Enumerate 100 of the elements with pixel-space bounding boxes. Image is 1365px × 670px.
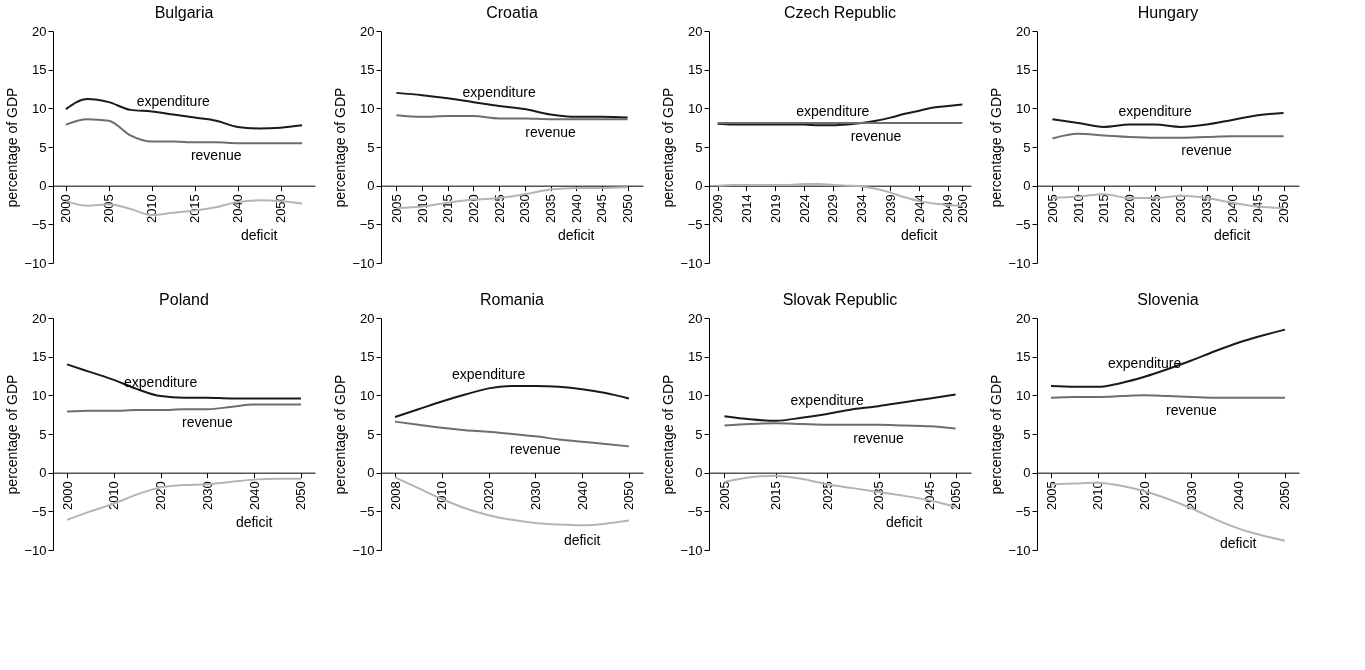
y-tick-label: 0 [367,178,375,194]
y-axis-title: percentage of GDP [4,374,21,495]
x-tick-label: 2030 [1183,481,1199,511]
y-tick-label: 15 [1016,62,1031,78]
y-tick-label: 5 [1023,139,1031,155]
x-tick-label: 2009 [710,194,726,224]
x-tick-label: 2044 [911,194,927,224]
series-label: revenue [182,414,233,431]
x-tick-label: 2035 [1199,194,1215,224]
y-tick-label: 5 [695,426,703,442]
x-tick-label: 2008 [387,481,403,511]
x-tick-label: 2030 [527,481,543,511]
y-tick-label: 5 [695,139,703,155]
y-tick-label: −10 [352,542,375,558]
x-tick-label: 2030 [517,194,533,224]
series-label: deficit [563,532,601,549]
y-tick-label: 10 [360,100,375,116]
x-tick-label: 2040 [230,194,246,224]
line-series [394,420,630,448]
series-label: revenue [525,124,577,141]
x-tick-label: 2015 [768,481,784,511]
x-tick-label: 2015 [440,194,456,224]
x-tick-label: 2005 [388,194,404,224]
y-tick-label: 5 [39,139,47,155]
series-label: expenditure [136,92,211,109]
x-tick-label: 2050 [948,481,964,511]
x-tick-label: 2010 [414,194,430,224]
x-tick-label: 2030 [199,481,215,511]
x-tick-label: 2045 [1250,194,1266,224]
line-series [723,393,957,422]
y-tick-label: 20 [32,310,47,326]
series-label: expenditure [124,374,198,391]
line-series [394,385,630,418]
x-tick-label: 2005 [716,481,732,511]
x-tick-label: 2050 [621,481,637,511]
y-tick-label: 0 [39,465,47,481]
x-tick-label: 2050 [293,481,309,511]
y-tick-label: −5 [687,503,703,519]
y-tick-label: 5 [1023,426,1031,442]
y-tick-label: 5 [39,426,47,442]
y-tick-label: 20 [1016,23,1031,39]
y-tick-label: −10 [24,255,47,271]
y-tick-label: −10 [1008,255,1031,271]
y-tick-label: 15 [688,349,703,365]
x-tick-label: 2014 [738,194,754,224]
y-tick-label: 0 [1023,465,1031,481]
y-tick-label: 15 [360,62,375,78]
line-series [1050,328,1286,388]
y-tick-label: −10 [1008,542,1031,558]
chart-title: Romania [479,291,545,308]
x-tick-label: 2040 [246,481,262,511]
y-tick-label: −5 [687,216,703,232]
x-tick-label: 2029 [825,194,841,224]
x-tick-label: 2045 [594,194,610,224]
chart-title: Croatia [486,4,538,21]
x-tick-label: 2035 [543,194,559,224]
y-tick-label: −10 [352,255,375,271]
y-axis-title: percentage of GDP [332,374,349,495]
x-tick-label: 2000 [59,481,75,511]
line-series [66,403,302,413]
y-axis-title: percentage of GDP [332,87,349,208]
y-tick-label: 20 [1016,310,1031,326]
x-tick-label: 2039 [882,194,898,224]
y-tick-label: 15 [32,62,47,78]
series-label: revenue [190,147,242,164]
y-tick-label: −5 [1015,503,1031,519]
y-tick-label: −10 [680,542,703,558]
y-tick-label: 10 [1016,100,1031,116]
x-tick-label: 2040 [1230,481,1246,511]
y-tick-label: 10 [1016,387,1031,403]
y-tick-label: 10 [32,100,47,116]
series-label: revenue [1166,401,1217,418]
y-tick-label: 5 [367,426,375,442]
x-tick-label: 2025 [491,194,507,224]
series-label: deficit [1213,227,1251,244]
y-tick-label: 20 [688,23,703,39]
x-tick-label: 2020 [465,194,481,224]
y-tick-label: 15 [1016,349,1031,365]
y-tick-label: 20 [360,23,375,39]
x-tick-label: 2019 [767,194,783,224]
y-axis-title: percentage of GDP [988,374,1005,495]
series-label: deficit [900,227,938,244]
y-tick-label: 20 [360,310,375,326]
chart-title: Slovenia [1137,291,1199,308]
x-tick-label: 2040 [574,481,590,511]
series-label: revenue [1181,141,1233,158]
y-tick-label: 0 [39,178,47,194]
chart-title: Hungary [1137,4,1199,21]
y-axis-title: percentage of GDP [988,87,1005,208]
x-tick-label: 2050 [954,194,970,224]
series-label: revenue [850,128,902,145]
x-tick-label: 2050 [620,194,636,224]
chart-title: Poland [159,291,209,308]
x-tick-label: 2050 [273,194,289,224]
y-tick-label: 15 [688,62,703,78]
series-label: deficit [1219,535,1257,552]
chart-title: Bulgaria [154,4,214,21]
series-label: deficit [240,227,278,244]
y-tick-label: −10 [680,255,703,271]
line-series [64,118,304,145]
